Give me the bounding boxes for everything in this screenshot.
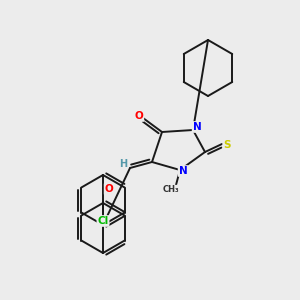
Text: S: S [223, 140, 231, 150]
Text: N: N [178, 166, 188, 176]
Text: O: O [105, 184, 113, 194]
Text: CH₃: CH₃ [163, 185, 179, 194]
Text: O: O [135, 111, 143, 121]
Text: N: N [193, 122, 201, 132]
Text: H: H [119, 159, 127, 169]
Text: Cl: Cl [98, 216, 109, 226]
